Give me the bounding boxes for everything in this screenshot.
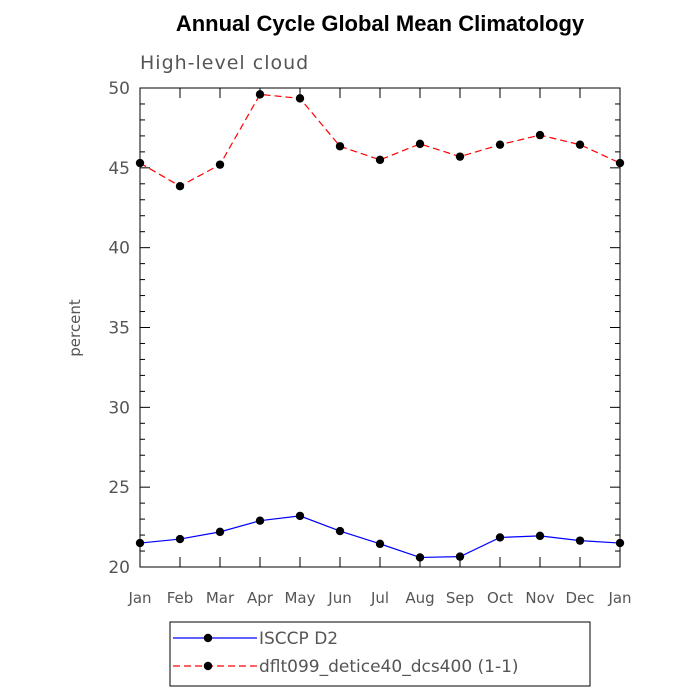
x-tick-label: Oct	[487, 589, 513, 607]
x-tick-labels: Jan Feb Mar Apr May Jun Jul Aug Sep Oct Nov Dec Jan	[127, 589, 631, 607]
x-tick-label: Mar	[206, 589, 235, 607]
series-line-1	[139, 93, 621, 187]
legend-box	[169, 621, 591, 687]
legend-label-1: dflt099_detice40_dcs400 (1-1)	[259, 657, 519, 677]
series-1-point	[455, 152, 465, 161]
legend-marker-0	[203, 633, 213, 643]
legend: ISCCP D2 dflt099_detice40_dcs400 (1-1)	[169, 621, 591, 687]
series-0-point	[455, 552, 465, 561]
series-1-point	[575, 140, 585, 149]
series-0-point	[535, 531, 545, 541]
series-0-point	[255, 516, 265, 525]
series-0-point	[375, 539, 385, 549]
x-tick-label: Aug	[405, 589, 434, 607]
series-1-point	[175, 181, 185, 191]
x-tick-label: Jan	[127, 589, 151, 607]
series-1-point	[335, 142, 345, 151]
x-tick-label: Apr	[247, 589, 274, 607]
x-tick-label: Sep	[446, 589, 474, 607]
series-0-point	[135, 538, 145, 548]
legend-marker-1	[203, 661, 213, 671]
y-tick-label: 30	[108, 398, 130, 418]
series-1-point	[535, 130, 545, 140]
series-0-point	[615, 538, 625, 548]
y-tick-label: 25	[108, 478, 130, 498]
y-tick-label: 40	[108, 239, 130, 259]
y-tick-label: 35	[108, 319, 130, 339]
x-tick-label: Feb	[167, 589, 194, 607]
series-1-point	[615, 158, 625, 168]
series-0-point	[415, 553, 425, 562]
x-tick-label: Dec	[565, 589, 594, 607]
y-tick-labels: 20 25 30 35 40 45 50	[108, 79, 130, 578]
series-0-point	[295, 511, 305, 521]
chart-subtitle: High-level cloud	[140, 52, 309, 74]
series-1-point	[295, 94, 305, 103]
legend-label-0: ISCCP D2	[259, 629, 338, 649]
series-1-point	[215, 160, 225, 169]
y-tick-label: 20	[108, 558, 130, 578]
series-0-point	[215, 527, 225, 537]
y-axis-label: percent	[66, 299, 84, 357]
series-0-point	[575, 536, 585, 545]
series-0-point	[335, 526, 345, 536]
series-1-point	[415, 139, 425, 149]
y-tick-label: 45	[108, 159, 130, 179]
y-tick-label: 50	[108, 79, 130, 99]
x-tick-label: Nov	[525, 589, 554, 607]
x-tick-label: May	[284, 589, 315, 607]
x-tick-label: Jan	[607, 589, 631, 607]
axis-ticks	[139, 87, 621, 568]
chart-title: Annual Cycle Global Mean Climatology	[176, 11, 585, 36]
series-layer	[135, 90, 625, 562]
x-tick-label: Jun	[327, 589, 351, 607]
series-1-point	[495, 140, 505, 149]
series-0-point	[175, 534, 185, 544]
series-1-point	[135, 158, 145, 168]
series-0-point	[495, 533, 505, 542]
series-1-point	[375, 155, 385, 165]
x-tick-label: Jul	[370, 589, 389, 607]
series-line-0	[139, 515, 621, 559]
series-1-point	[255, 90, 265, 99]
